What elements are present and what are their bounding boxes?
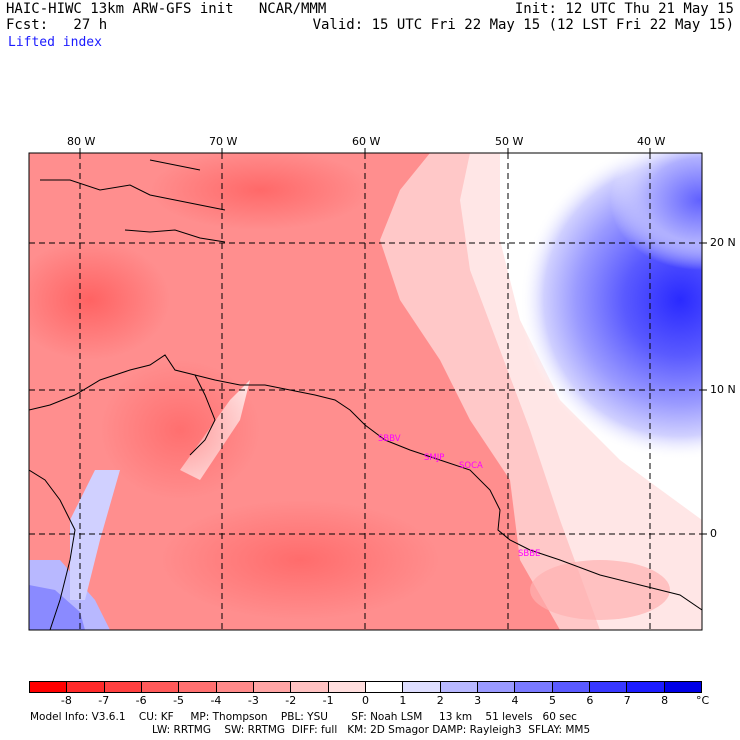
- station-soca: SOCA: [459, 461, 483, 471]
- colorbar: [29, 681, 702, 693]
- lon-label-50w: 50 W: [495, 135, 524, 148]
- lat-label-0: 0: [710, 527, 717, 540]
- model-title: HAIC-HIWC 13km ARW-GFS init NCAR/MMM: [6, 1, 327, 17]
- colorbar-tick-label: 3: [474, 694, 482, 707]
- lon-label-60w: 60 W: [352, 135, 381, 148]
- colorbar-tick-label: -6: [135, 694, 147, 707]
- colorbar-swatch: [291, 682, 329, 692]
- model-info-line2: LW: RRTMG SW: RRTMG DIFF: full KM: 2D Sm…: [152, 724, 591, 736]
- colorbar-swatch: [440, 682, 478, 692]
- colorbar-tick-label: 2: [436, 694, 444, 707]
- colorbar-tick-label: 4: [511, 694, 519, 707]
- lon-label-80w: 80 W: [67, 135, 96, 148]
- model-info-line1: Model Info: V3.6.1 CU: KF MP: Thompson P…: [30, 711, 577, 723]
- colorbar-swatch: [589, 682, 628, 692]
- colorbar-swatch: [104, 682, 142, 692]
- colorbar-tick-label: 0: [362, 694, 369, 707]
- colorbar-swatch: [328, 682, 366, 692]
- variable-name: Lifted index: [8, 35, 102, 50]
- colorbar-tick-label: -2: [285, 694, 297, 707]
- graticule: [29, 153, 702, 630]
- station-smjp: SMJP: [424, 453, 444, 463]
- colorbar-swatch: [552, 682, 590, 692]
- init-time: Init: 12 UTC Thu 21 May 15: [514, 1, 734, 17]
- lat-label-20n: 20 N: [710, 236, 736, 249]
- colorbar-swatch: [477, 682, 516, 692]
- colorbar-tick-label: 6: [586, 694, 594, 707]
- colorbar-unit: °C: [696, 694, 710, 707]
- colorbar-swatch: [403, 682, 441, 692]
- colorbar-swatch: [30, 682, 68, 692]
- coastlines: [29, 159, 702, 630]
- colorbar-swatch: [664, 682, 701, 692]
- station-sbbv: SBBV: [378, 434, 401, 444]
- colorbar-tick-label: -4: [210, 694, 222, 707]
- colorbar-swatch: [216, 682, 254, 692]
- colorbar-swatch: [253, 682, 292, 692]
- lon-label-40w: 40 W: [637, 135, 666, 148]
- colorbar-tick-label: -1: [322, 694, 334, 707]
- colorbar-swatch: [515, 682, 553, 692]
- colorbar-swatch: [67, 682, 105, 692]
- colorbar-tick-label: 7: [623, 694, 631, 707]
- station-sbbe: SBBE: [518, 549, 540, 559]
- forecast-hour: Fcst: 27 h: [6, 17, 108, 33]
- colorbar-tick-label: -5: [173, 694, 185, 707]
- colorbar-tick-label: 5: [548, 694, 556, 707]
- colorbar-ticks: -8 -7 -6 -5 -4 -3 -2 -1 0 1 2 3 4 5 6 7 8 °C: [0, 694, 740, 708]
- colorbar-swatch: [179, 682, 217, 692]
- lon-label-70w: 70 W: [209, 135, 238, 148]
- colorbar-swatch: [365, 682, 404, 692]
- valid-time: Valid: 15 UTC Fri 22 May 15 (12 LST Fri …: [312, 17, 734, 33]
- colorbar-tick-label: 1: [399, 694, 407, 707]
- colorbar-tick-label: 8: [661, 694, 669, 707]
- lat-label-10n: 10 N: [710, 383, 736, 396]
- colorbar-tick-label: -3: [247, 694, 259, 707]
- field-fill: [29, 153, 702, 630]
- colorbar-tick-label: -7: [98, 694, 110, 707]
- colorbar-swatch: [627, 682, 665, 692]
- colorbar-swatch: [141, 682, 180, 692]
- colorbar-tick-label: -8: [60, 694, 72, 707]
